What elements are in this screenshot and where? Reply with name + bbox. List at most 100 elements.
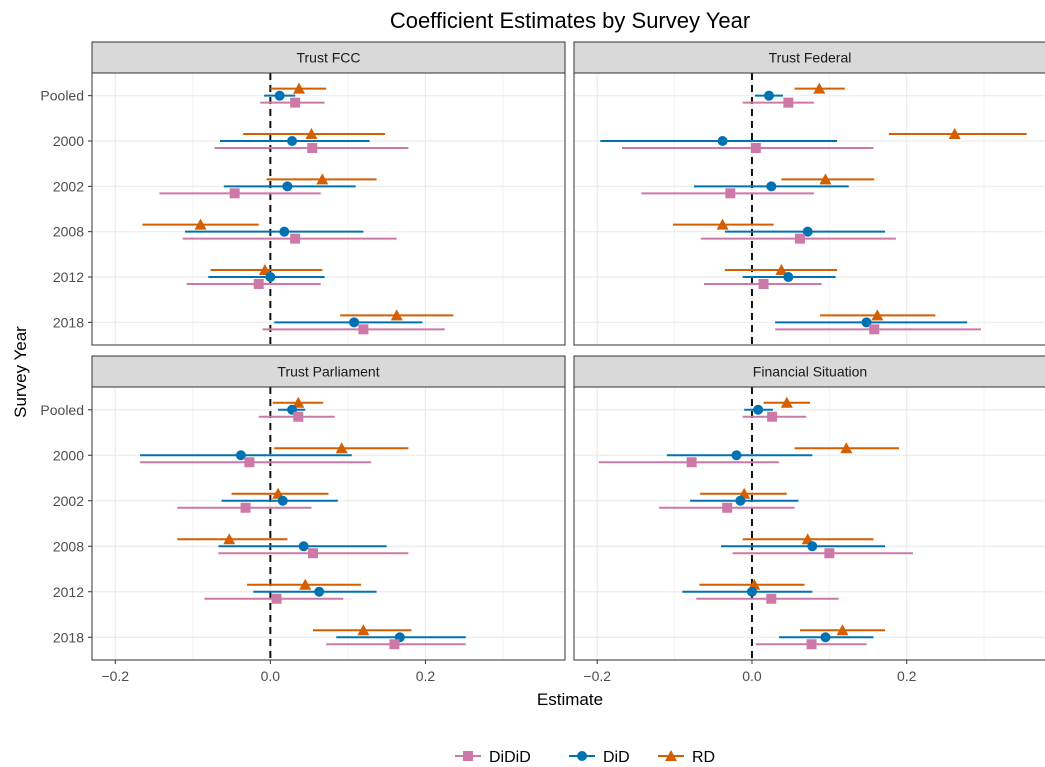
y-tick-label: 2018	[53, 629, 84, 645]
point-estimate	[277, 495, 288, 506]
point-estimate	[716, 218, 729, 230]
y-tick-label: 2018	[53, 314, 84, 330]
point-estimate	[824, 548, 835, 559]
point-estimate	[390, 309, 403, 321]
point-estimate	[767, 411, 778, 422]
legend: DiDiD DiD RD	[455, 749, 715, 766]
point-estimate	[307, 143, 318, 153]
chart-title: Coefficient Estimates by Survey Year	[390, 8, 750, 33]
point-estimate	[840, 442, 853, 454]
x-tick-label: 0.0	[742, 668, 762, 684]
series-didid	[159, 97, 445, 335]
point-estimate	[240, 502, 251, 513]
x-tick-label: −0.2	[101, 668, 129, 684]
point-estimate	[746, 586, 757, 597]
point-estimate	[274, 90, 285, 101]
point-estimate	[292, 396, 305, 408]
legend-marker	[577, 751, 587, 761]
point-estimate	[766, 181, 777, 192]
series-rd	[673, 82, 1027, 321]
legend-entry-rd: RD	[658, 749, 715, 766]
panel-background	[92, 73, 565, 345]
point-estimate	[807, 541, 818, 552]
point-estimate	[349, 317, 360, 328]
legend-entry-did: DiD	[569, 749, 630, 766]
series-rd	[142, 82, 454, 321]
series-did	[140, 404, 466, 643]
point-estimate	[861, 317, 872, 328]
x-axis-label: Estimate	[537, 690, 603, 709]
panel-background	[92, 387, 565, 660]
point-estimate	[836, 624, 849, 636]
point-estimate	[802, 226, 813, 237]
point-estimate	[229, 188, 240, 199]
facet-title: Trust FCC	[296, 50, 360, 66]
point-estimate	[272, 487, 285, 499]
legend-marker	[463, 751, 473, 761]
point-estimate	[290, 233, 301, 244]
panel-border	[91, 386, 566, 661]
series-didid	[598, 411, 913, 650]
x-tick-label: 0.0	[261, 668, 281, 684]
point-estimate	[819, 173, 832, 185]
point-estimate	[801, 533, 814, 545]
facet-title: Trust Federal	[769, 50, 852, 66]
point-estimate	[783, 272, 794, 282]
panel-trust-federal: Trust Federal	[573, 41, 1045, 346]
facet-title: Financial Situation	[753, 364, 867, 380]
point-estimate	[279, 226, 290, 237]
facet-title: Trust Parliament	[277, 364, 379, 380]
point-estimate	[316, 173, 329, 185]
series-did	[666, 404, 886, 643]
point-estimate	[763, 90, 774, 101]
point-estimate	[717, 136, 728, 146]
point-estimate	[357, 624, 370, 636]
y-tick-label: 2012	[53, 269, 84, 285]
point-estimate	[794, 233, 805, 244]
y-tick-label: 2002	[53, 493, 84, 509]
point-estimate	[869, 324, 880, 335]
point-estimate	[194, 218, 207, 230]
series-did	[185, 90, 423, 328]
point-estimate	[335, 442, 348, 454]
y-axis-label: Survey Year	[11, 326, 30, 418]
point-estimate	[358, 324, 369, 335]
y-tick-label: 2012	[53, 584, 84, 600]
y-tick-label: 2008	[53, 538, 84, 554]
point-estimate	[307, 548, 318, 559]
point-estimate	[780, 396, 793, 408]
point-estimate	[871, 309, 884, 321]
point-estimate	[389, 639, 400, 650]
point-estimate	[731, 450, 742, 461]
series-didid	[140, 411, 466, 650]
y-tick-label: 2000	[53, 447, 84, 463]
point-estimate	[725, 188, 736, 199]
facet-strip	[91, 41, 566, 74]
facet-strip	[573, 41, 1045, 74]
y-tick-label: Pooled	[40, 402, 84, 418]
panel-border	[91, 72, 566, 346]
point-estimate	[290, 97, 301, 108]
point-estimate	[282, 181, 293, 192]
point-estimate	[293, 411, 304, 422]
series-rd	[177, 396, 412, 636]
point-estimate	[735, 495, 746, 506]
y-tick-label: 2008	[53, 224, 84, 240]
point-estimate	[265, 272, 276, 282]
point-estimate	[820, 632, 831, 643]
point-estimate	[813, 82, 826, 94]
legend-entry-didid: DiDiD	[455, 749, 531, 766]
series-rd	[699, 396, 899, 636]
point-estimate	[806, 639, 817, 650]
point-estimate	[253, 279, 264, 289]
legend-marker	[665, 750, 677, 761]
panel-trust-fcc: Trust FCC Pooled 2000 2002 2008 2012 2018	[40, 41, 566, 346]
point-estimate	[271, 593, 282, 604]
point-estimate	[314, 586, 325, 597]
point-estimate	[305, 128, 318, 139]
point-estimate	[783, 97, 794, 108]
panel-trust-parliament: Trust Parliament Pooled 2000 2002 2008 2012 20…	[40, 355, 566, 684]
legend-label: RD	[692, 749, 715, 766]
y-tick-label: 2000	[53, 133, 84, 149]
point-estimate	[244, 457, 255, 468]
